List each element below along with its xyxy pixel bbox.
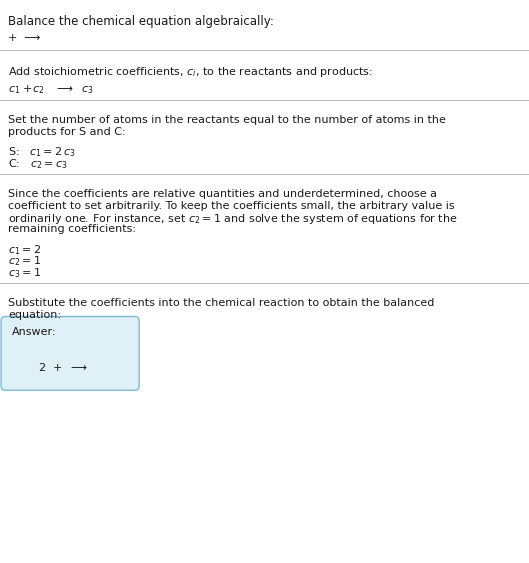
Text: remaining coefficients:: remaining coefficients: (8, 224, 136, 234)
Text: C:   $c_2 = c_3$: C: $c_2 = c_3$ (8, 157, 68, 171)
Text: Balance the chemical equation algebraically:: Balance the chemical equation algebraica… (8, 15, 274, 28)
FancyBboxPatch shape (1, 316, 139, 390)
Text: Answer:: Answer: (12, 327, 56, 337)
Text: +  ⟶: + ⟶ (8, 33, 40, 43)
Text: S:   $c_1 = 2\,c_3$: S: $c_1 = 2\,c_3$ (8, 145, 76, 159)
Text: $c_1 = 2$: $c_1 = 2$ (8, 243, 41, 257)
Text: products for S and C:: products for S and C: (8, 127, 125, 137)
Text: Since the coefficients are relative quantities and underdetermined, choose a: Since the coefficients are relative quan… (8, 189, 437, 199)
Text: Substitute the coefficients into the chemical reaction to obtain the balanced: Substitute the coefficients into the che… (8, 298, 434, 308)
Text: $2$  +  $\longrightarrow$: $2$ + $\longrightarrow$ (38, 361, 88, 373)
Text: Set the number of atoms in the reactants equal to the number of atoms in the: Set the number of atoms in the reactants… (8, 115, 446, 125)
Text: coefficient to set arbitrarily. To keep the coefficients small, the arbitrary va: coefficient to set arbitrarily. To keep … (8, 200, 454, 211)
Text: $c_1$ +$c_2$   $\longrightarrow$  $c_3$: $c_1$ +$c_2$ $\longrightarrow$ $c_3$ (8, 83, 94, 96)
Text: $c_2 = 1$: $c_2 = 1$ (8, 254, 41, 269)
Text: $c_3 = 1$: $c_3 = 1$ (8, 266, 41, 280)
Text: Add stoichiometric coefficients, $c_i$, to the reactants and products:: Add stoichiometric coefficients, $c_i$, … (8, 65, 373, 79)
Text: ordinarily one. For instance, set $c_2 = 1$ and solve the system of equations fo: ordinarily one. For instance, set $c_2 =… (8, 212, 458, 226)
Text: equation:: equation: (8, 310, 61, 320)
